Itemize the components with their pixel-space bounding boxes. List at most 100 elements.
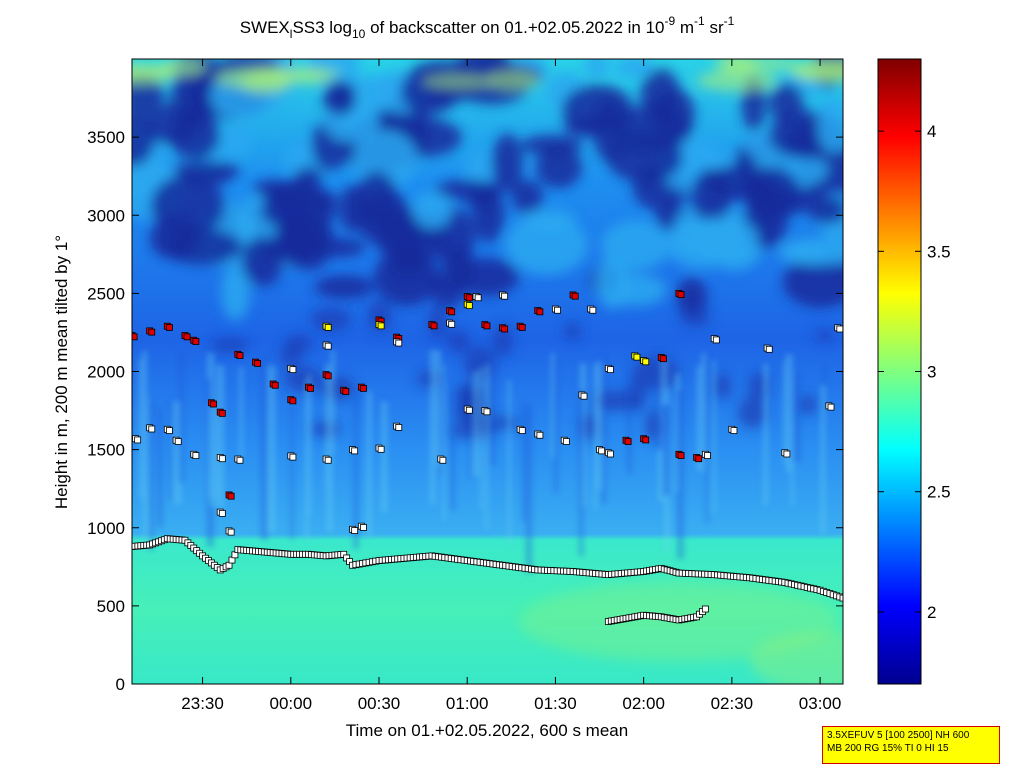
aerosol-layer-point (324, 456, 332, 464)
heat-blob (132, 74, 165, 115)
colorbar-tick-label: 3.5 (927, 242, 951, 261)
heat-streak (783, 360, 788, 463)
heat-blob (446, 330, 470, 353)
heat-blob (738, 397, 767, 429)
colorbar-tick-label: 3 (927, 363, 936, 382)
aerosol-layer-point (192, 338, 200, 345)
heat-blob (279, 346, 302, 367)
y-tick-label: 0 (116, 675, 125, 694)
heat-streak (763, 363, 769, 506)
aerosol-layer-point (465, 302, 473, 309)
x-tick-label: 01:30 (534, 694, 577, 713)
x-tick-label: 02:30 (711, 694, 754, 713)
heat-streak (655, 351, 662, 451)
heat-blob (221, 264, 251, 321)
aerosol-layer-point (227, 492, 235, 500)
heat-blob (808, 196, 843, 225)
aerosol-layer-point (712, 336, 720, 344)
y-tick-label: 3000 (87, 206, 125, 225)
aerosol-layer-point (254, 359, 262, 367)
heat-blob (323, 85, 356, 116)
aerosol-layer-point (210, 400, 217, 408)
aerosol-layer-point (236, 352, 244, 359)
heat-streak (484, 365, 489, 530)
heat-streak (472, 371, 479, 477)
aerosol-layer-point (633, 353, 641, 361)
y-tick-label: 3500 (87, 128, 125, 147)
heat-streak (178, 352, 184, 484)
x-tick-label: 01:00 (446, 694, 489, 713)
heat-streak (450, 392, 455, 511)
aerosol-layer-point (289, 453, 297, 461)
aerosol-layer-point (730, 427, 738, 434)
aerosol-layer-point (342, 388, 350, 395)
heat-streak (593, 364, 597, 511)
heat-blob (400, 67, 460, 115)
heat-streak (239, 366, 244, 458)
heat-blob (612, 105, 693, 153)
aerosol-layer-point (395, 339, 403, 347)
aerosol-layer-point (765, 345, 773, 353)
aerosol-layer-point (227, 528, 235, 536)
info-line-2: MB 200 RG 15% TI 0 HI 15 (827, 743, 949, 754)
heat-blob (817, 99, 843, 154)
aerosol-layer-point (360, 384, 367, 392)
aerosol-layer-point (827, 403, 835, 411)
x-tick-label: 23:30 (181, 694, 224, 713)
aerosol-layer-point (677, 452, 685, 459)
heat-blob (798, 394, 818, 415)
heat-blob (284, 71, 331, 85)
aerosol-layer-point (642, 358, 650, 366)
heat-blob (793, 62, 843, 82)
heat-blob (294, 166, 323, 189)
heat-blob (505, 215, 588, 275)
heat-streak (479, 366, 483, 511)
aerosol-layer-point (289, 366, 297, 374)
heat-blob (493, 324, 513, 358)
heat-blob (584, 59, 610, 79)
x-tick-label: 00:00 (270, 694, 313, 713)
heat-streak (353, 388, 359, 549)
y-axis-label: Height in m, 200 m mean tilted by 1° (52, 235, 71, 509)
heat-blob (314, 275, 375, 299)
heat-streak (627, 374, 632, 474)
y-tick-label: 2500 (87, 284, 125, 303)
heat-streak (601, 355, 607, 503)
aerosol-layer-point (324, 342, 332, 350)
heat-streak (696, 365, 705, 472)
heat-streak (550, 353, 556, 458)
aerosol-layer-point (483, 322, 491, 330)
heat-blob (422, 75, 496, 89)
aerosol-layer-point (148, 328, 156, 336)
heat-blob (615, 59, 655, 79)
aerosol-layer-point (571, 292, 579, 300)
colorbar-tick-label: 4 (927, 122, 936, 141)
aerosol-layer-point (307, 384, 314, 392)
aerosol-layer-point (695, 455, 703, 463)
heat-streak (173, 401, 182, 505)
aerosol-layer-point (704, 452, 711, 459)
backscatter-heatmap (132, 59, 843, 684)
heat-streak (792, 372, 801, 463)
heat-streak (578, 389, 584, 557)
aerosol-layer-point (218, 455, 226, 463)
heat-streak (330, 350, 336, 452)
heat-blob (271, 216, 334, 252)
aerosol-layer-point (166, 324, 173, 331)
aerosol-layer-point (395, 424, 403, 431)
heat-blob (705, 164, 777, 201)
aerosol-layer-point (351, 447, 359, 455)
heat-blob (778, 238, 843, 266)
aerosol-layer-point (659, 355, 667, 363)
aerosol-layer-point (192, 452, 200, 459)
aerosol-layer-point (607, 366, 614, 374)
x-axis-label: Time on 01.+02.05.2022, 600 s mean (346, 721, 628, 740)
heat-blob (132, 63, 178, 76)
heat-streak (306, 374, 312, 516)
colorbar (877, 58, 922, 685)
colorbar-axis: 2 2.5 3 3.5 4 (878, 122, 951, 622)
aerosol-layer-point (580, 392, 588, 400)
info-line-1: 3.5XEFUV 5 [100 2500] NH 600 (827, 730, 970, 741)
aerosol-layer-point (183, 333, 191, 341)
